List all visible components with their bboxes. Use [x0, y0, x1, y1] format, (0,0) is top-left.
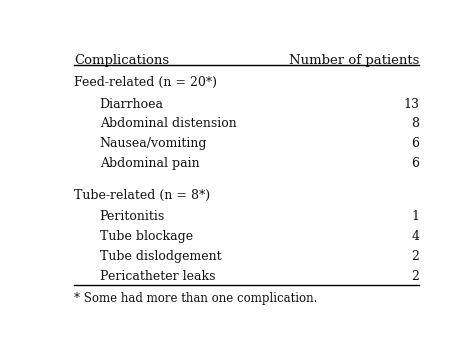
- Text: Tube dislodgement: Tube dislodgement: [100, 250, 221, 263]
- Text: Peritonitis: Peritonitis: [100, 210, 165, 223]
- Text: 2: 2: [411, 270, 419, 283]
- Text: 6: 6: [411, 157, 419, 170]
- Text: 2: 2: [411, 250, 419, 263]
- Text: Tube blockage: Tube blockage: [100, 230, 193, 243]
- Text: Abdominal distension: Abdominal distension: [100, 117, 237, 130]
- Text: Pericatheter leaks: Pericatheter leaks: [100, 270, 215, 283]
- Text: Tube-related (n = 8*): Tube-related (n = 8*): [74, 189, 210, 202]
- Text: 6: 6: [411, 137, 419, 150]
- Text: * Some had more than one complication.: * Some had more than one complication.: [74, 292, 317, 305]
- Text: 4: 4: [411, 230, 419, 243]
- Text: 13: 13: [403, 98, 419, 111]
- Text: Feed-related (n = 20*): Feed-related (n = 20*): [74, 76, 217, 89]
- Text: Complications: Complications: [74, 54, 169, 67]
- Text: Diarrhoea: Diarrhoea: [100, 98, 164, 111]
- Text: Abdominal pain: Abdominal pain: [100, 157, 199, 170]
- Text: Nausea/vomiting: Nausea/vomiting: [100, 137, 207, 150]
- Text: Number of patients: Number of patients: [289, 54, 419, 67]
- Text: 1: 1: [411, 210, 419, 223]
- Text: 8: 8: [411, 117, 419, 130]
